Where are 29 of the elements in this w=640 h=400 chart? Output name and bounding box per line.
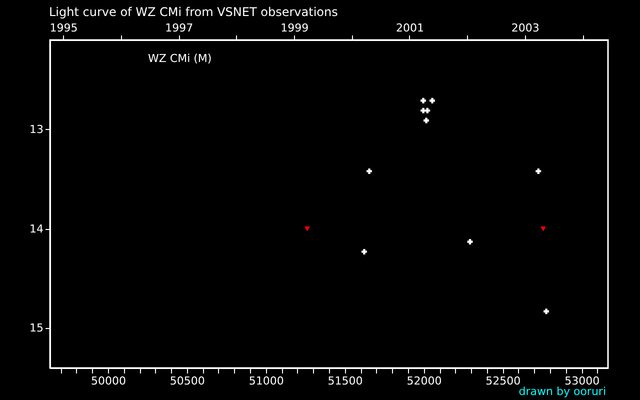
x2-tick-label: 1999 (280, 22, 309, 34)
y-tick-label: 15 (30, 322, 44, 335)
annotation: WZ CMi (M) (148, 52, 212, 65)
chart-title: Light curve of WZ CMi from VSNET observations (49, 5, 338, 19)
x-tick-label: 50000 (90, 374, 126, 388)
point (366, 168, 372, 174)
y-tick-label: 14 (30, 222, 44, 236)
x2-tick-label: 1997 (165, 22, 194, 34)
x-tick-label: 52000 (406, 374, 442, 388)
point (467, 239, 473, 245)
point (424, 118, 429, 124)
x-tick-label: 53000 (564, 374, 600, 388)
point (536, 168, 542, 174)
x-tick-label: 50500 (170, 374, 205, 388)
text: drawn by ooruri (518, 385, 606, 398)
point (540, 226, 546, 232)
x2-tick-label: 2003 (511, 22, 540, 34)
y-tick-label: 13 (30, 122, 44, 136)
x-tick-label: 52500 (486, 374, 521, 388)
point (361, 248, 367, 254)
point (420, 98, 426, 104)
x-tick-label: 51000 (248, 374, 284, 388)
x-tick-label: 51500 (328, 374, 363, 388)
point (544, 308, 549, 314)
x2-tick-label: 1995 (50, 22, 78, 34)
point (424, 108, 430, 114)
point (430, 98, 435, 104)
x2-tick-label: 2001 (396, 22, 424, 34)
point (304, 226, 310, 232)
